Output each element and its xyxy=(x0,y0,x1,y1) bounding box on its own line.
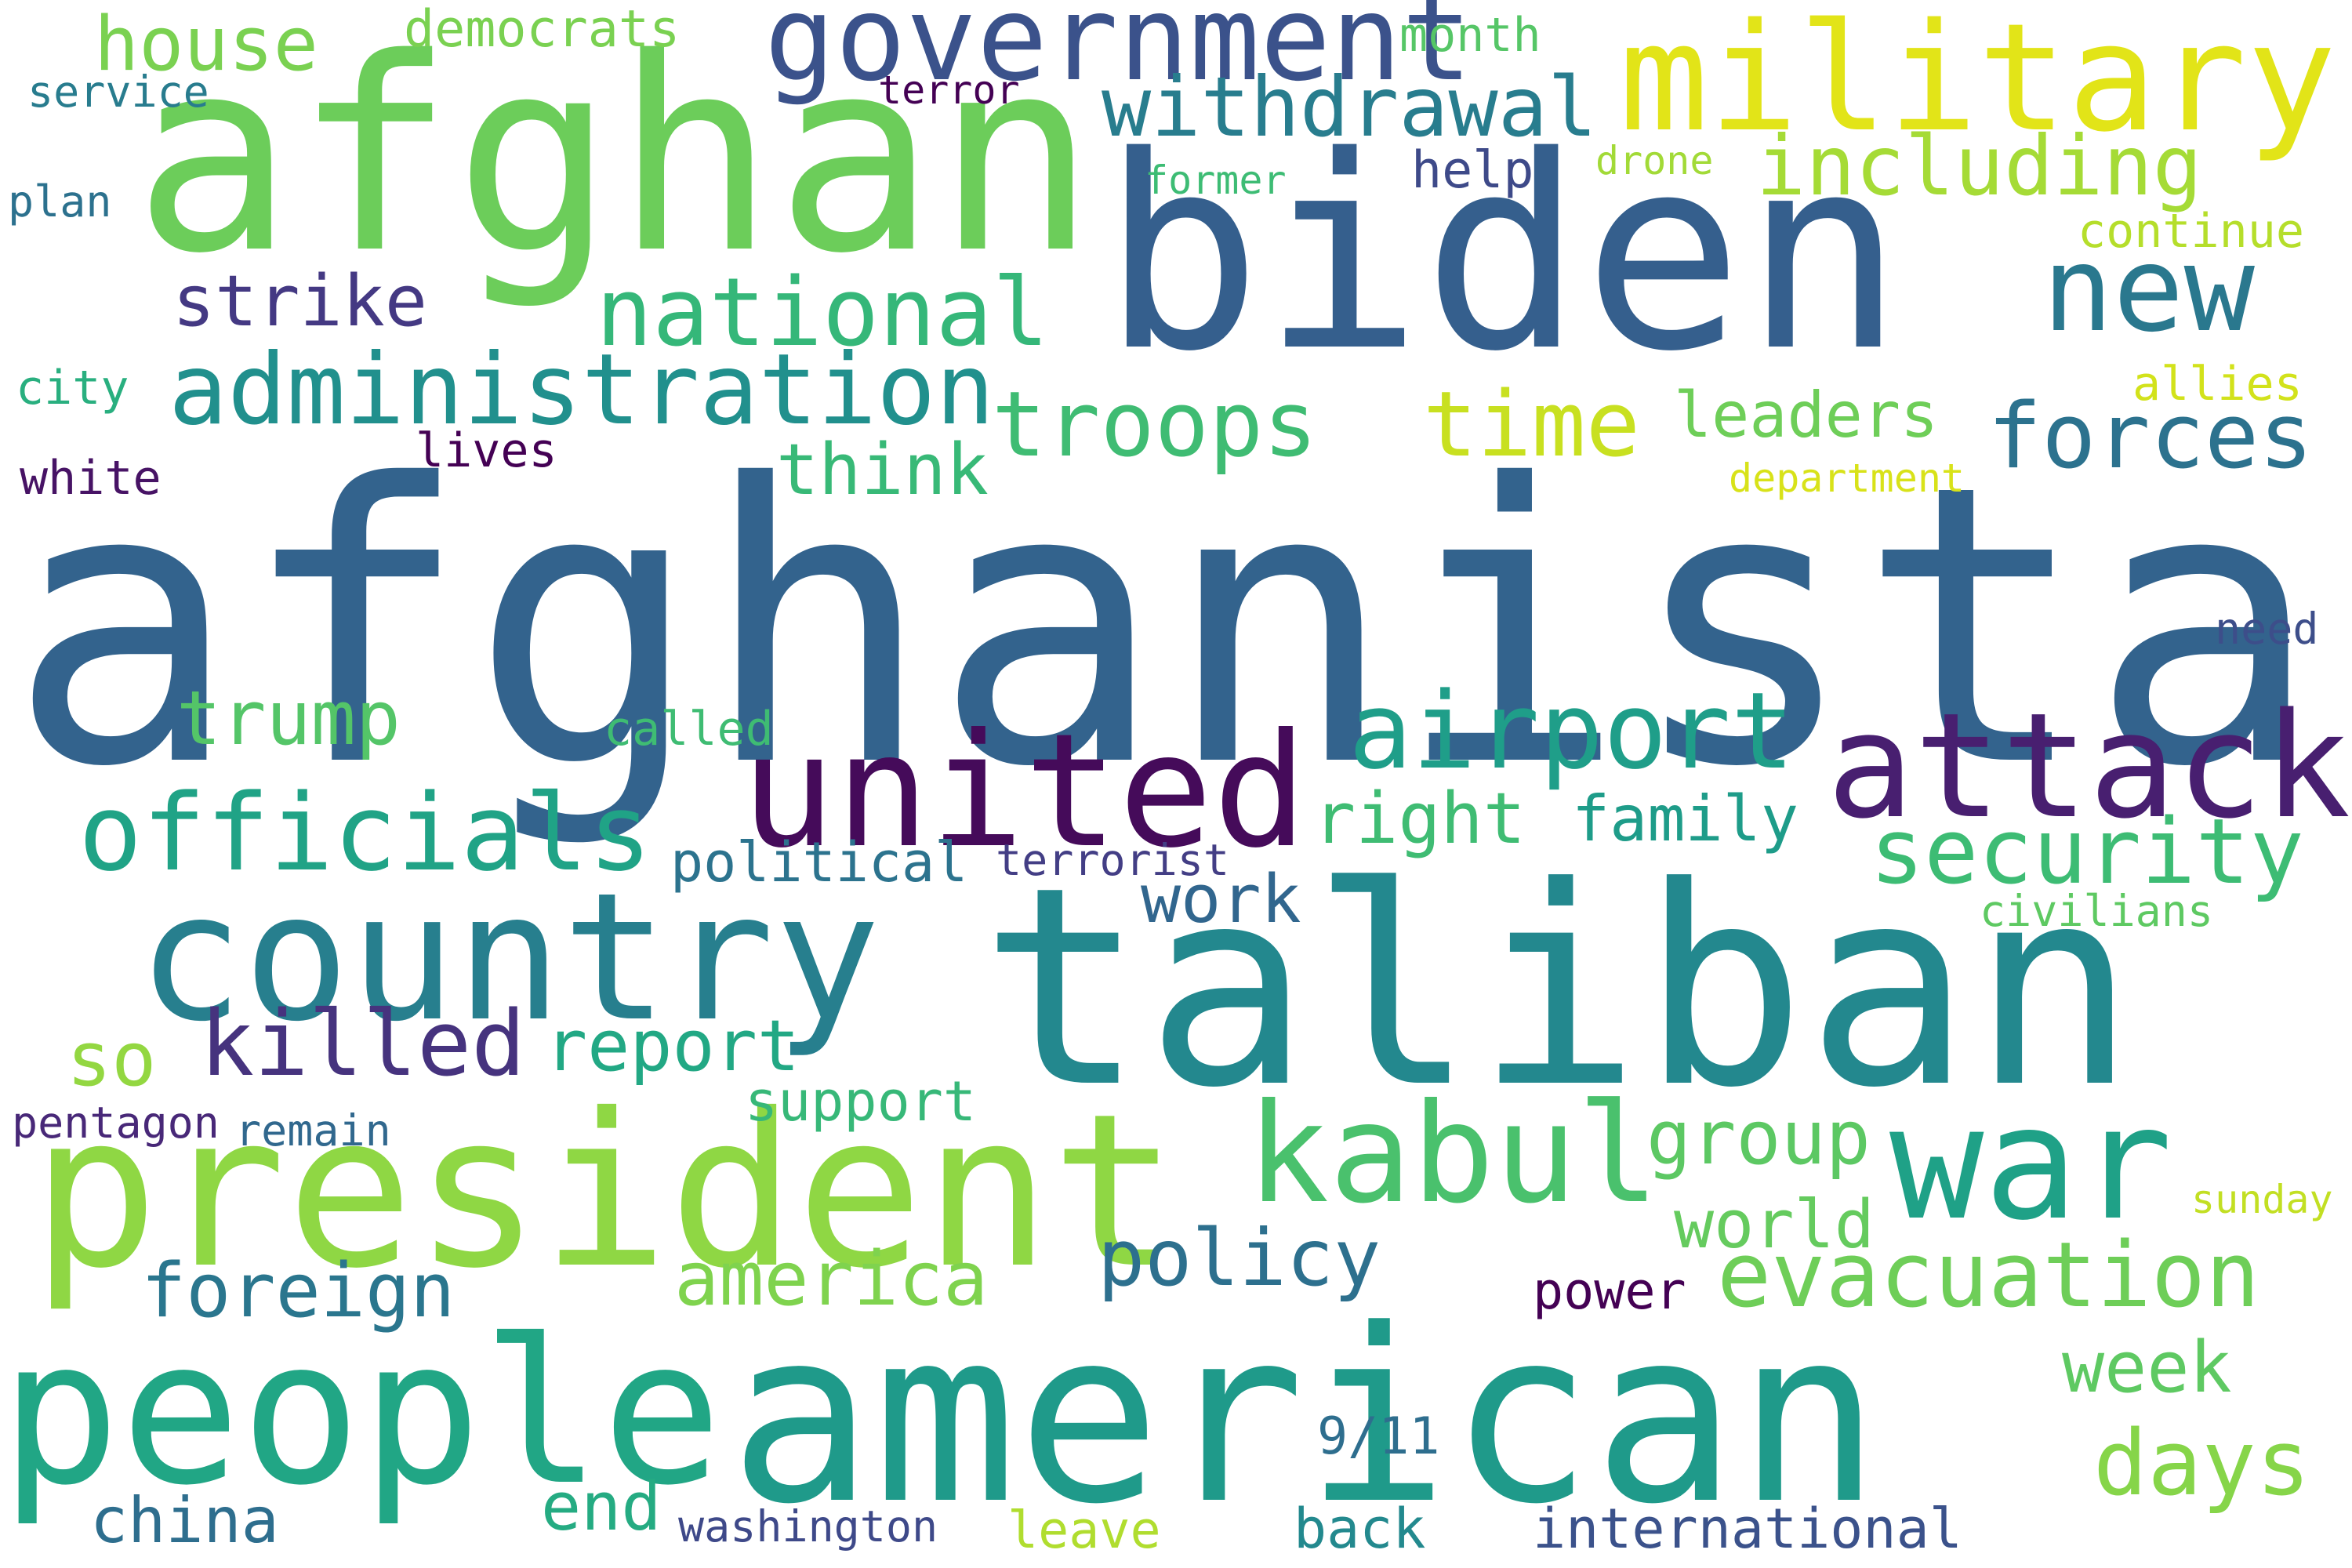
word-time: time xyxy=(1423,372,1640,477)
word-support: support xyxy=(745,1069,977,1134)
word-administration: administration xyxy=(169,333,995,447)
word-attack: attack xyxy=(1827,681,2351,851)
word-united: united xyxy=(741,700,1308,883)
word-officials: officials xyxy=(78,771,652,895)
word-terrorist: terrorist xyxy=(996,835,1230,885)
word-war: war xyxy=(1889,1073,2173,1255)
word-national: national xyxy=(596,259,1049,368)
word-killed: killed xyxy=(200,992,526,1097)
word-kabul: kabul xyxy=(1247,1075,1660,1234)
word-department: department xyxy=(1729,456,1965,501)
word-country: country xyxy=(137,855,881,1061)
word-new: new xyxy=(2042,222,2255,358)
word-allies: allies xyxy=(2132,357,2303,412)
word-trump: trump xyxy=(176,676,401,762)
word-report: report xyxy=(545,1005,800,1087)
word-airport: airport xyxy=(1348,670,1795,793)
word-need: need xyxy=(2215,604,2319,654)
word-group: group xyxy=(1646,1095,1871,1181)
word-foreign: foreign xyxy=(141,1248,456,1334)
word-terror: terror xyxy=(878,67,1020,113)
word-lives: lives xyxy=(416,423,557,478)
word-america: america xyxy=(674,1236,989,1323)
word-leaders: leaders xyxy=(1674,379,1939,452)
word-leave: leave xyxy=(1007,1501,1161,1560)
word-think: think xyxy=(776,429,989,511)
word-family: family xyxy=(1572,782,1798,855)
word-continue: continue xyxy=(2078,204,2304,259)
word-former: former xyxy=(1145,158,1287,203)
word-china: china xyxy=(90,1484,279,1557)
word-pentagon: pentagon xyxy=(12,1098,220,1148)
word-9-11: 9/11 xyxy=(1317,1407,1440,1466)
word-remain: remain xyxy=(235,1105,391,1156)
word-plan: plan xyxy=(8,176,112,227)
word-help: help xyxy=(1411,141,1534,200)
word-security: security xyxy=(1870,800,2304,905)
word-called: called xyxy=(604,702,774,757)
word-city: city xyxy=(16,361,129,416)
word-afghanistan: afghanistan xyxy=(8,403,2352,851)
word-service: service xyxy=(27,67,209,117)
word-drone: drone xyxy=(1595,138,1714,183)
word-troops: troops xyxy=(992,372,1318,477)
word-president: president xyxy=(31,1068,1178,1315)
word-sunday: sunday xyxy=(2191,1177,2333,1222)
word-right: right xyxy=(1313,778,1526,860)
word-international: international xyxy=(1533,1497,1962,1561)
word-power: power xyxy=(1533,1262,1686,1321)
word-government: government xyxy=(764,0,1473,107)
word-week: week xyxy=(2062,1327,2232,1409)
word-white: white xyxy=(20,451,162,506)
word-people: people xyxy=(0,1297,723,1530)
word-days: days xyxy=(2093,1411,2310,1516)
word-so: so xyxy=(67,1017,157,1103)
word-policy: policy xyxy=(1098,1212,1381,1304)
word-afghan: afghan xyxy=(133,2,1097,312)
word-end: end xyxy=(541,1468,662,1546)
word-civilians: civilians xyxy=(1980,886,2214,936)
word-american: american xyxy=(729,1278,1882,1556)
word-strike: strike xyxy=(172,260,428,343)
word-work: work xyxy=(1141,861,1301,938)
word-taliban: taliban xyxy=(980,828,2137,1148)
word-withdrawal: withdrawal xyxy=(1102,60,1598,155)
word-washington: washington xyxy=(678,1501,938,1552)
word-house: house xyxy=(94,2,318,88)
word-biden: biden xyxy=(1102,100,1904,410)
word-democrats: democrats xyxy=(404,0,681,59)
word-world: world xyxy=(1674,1186,1875,1264)
word-month: month xyxy=(1399,8,1541,63)
word-forces: forces xyxy=(1987,384,2314,489)
word-including: including xyxy=(1756,118,2202,214)
word-back: back xyxy=(1294,1497,1426,1561)
word-evacuation: evacuation xyxy=(1717,1223,2260,1328)
word-military: military xyxy=(1619,0,2337,165)
word-political: political xyxy=(670,830,968,895)
